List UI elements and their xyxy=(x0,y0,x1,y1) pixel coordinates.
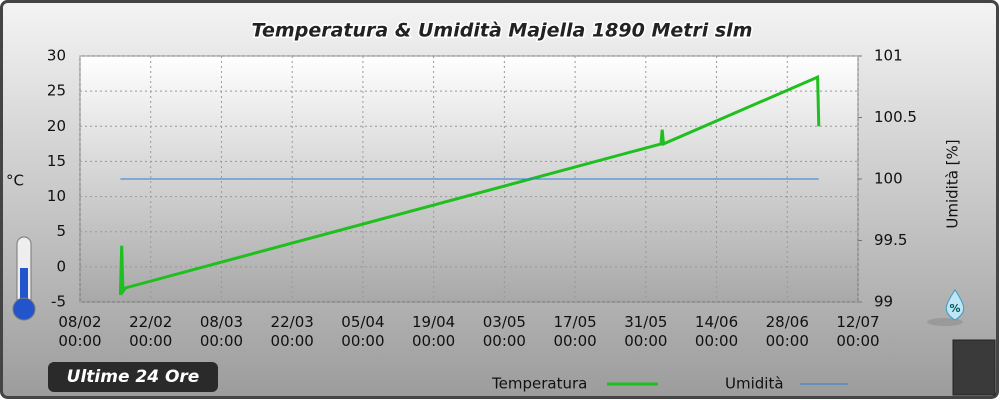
x-tick-label: 08/03 00:00 xyxy=(199,313,244,350)
y-tick-label: 0 xyxy=(56,257,66,275)
x-tick-label: 05/04 00:00 xyxy=(341,313,385,350)
logo xyxy=(952,339,996,396)
legend-label: Umidità xyxy=(725,375,784,393)
humidity-icon: % xyxy=(927,289,965,326)
thermometer-icon xyxy=(12,236,36,321)
x-tick-label: 17/05 00:00 xyxy=(553,313,597,350)
y-tick-label: -5 xyxy=(51,293,66,311)
x-tick-label: 03/05 00:00 xyxy=(482,313,526,350)
x-tick-label: 12/07 00:00 xyxy=(836,313,880,350)
y-tick-label: 10 xyxy=(47,187,66,205)
data-line xyxy=(118,74,821,296)
x-tick-label: 14/06 00:00 xyxy=(694,313,739,350)
svg-text:%: % xyxy=(949,302,960,315)
y-axis-label: °C xyxy=(6,172,24,190)
x-tick-label: 28/06 00:00 xyxy=(765,313,809,350)
y2-tick-label: 100 xyxy=(874,170,903,188)
y2-axis-label: Umidità [%] xyxy=(944,139,962,228)
y2-tick-label: 100.5 xyxy=(874,108,917,126)
y-tick-label: 20 xyxy=(47,117,66,135)
y-tick-label: 25 xyxy=(47,82,66,100)
x-tick-label: 08/02 00:00 xyxy=(58,313,102,350)
x-tick-label: 22/03 00:00 xyxy=(270,313,314,350)
x-tick-label: 22/02 00:00 xyxy=(129,313,173,350)
y-tick-label: 30 xyxy=(47,47,66,65)
chart-title: Temperatura & Umidità Majella 1890 Metri… xyxy=(252,20,753,42)
y2-tick-label: 101 xyxy=(874,47,903,65)
lines xyxy=(118,74,821,296)
legend-label: Temperatura xyxy=(491,375,587,393)
subtitle: Ultime 24 Ore xyxy=(67,367,200,387)
y-tick-label: 5 xyxy=(56,222,66,240)
x-tick-label: 19/04 00:00 xyxy=(412,313,456,350)
y-tick-label: 15 xyxy=(47,152,66,170)
subtitle-box xyxy=(48,362,218,392)
y2-tick-label: 99.5 xyxy=(874,231,907,249)
y2-tick-label: 99 xyxy=(874,293,893,311)
x-tick-label: 31/05 00:00 xyxy=(624,313,668,350)
